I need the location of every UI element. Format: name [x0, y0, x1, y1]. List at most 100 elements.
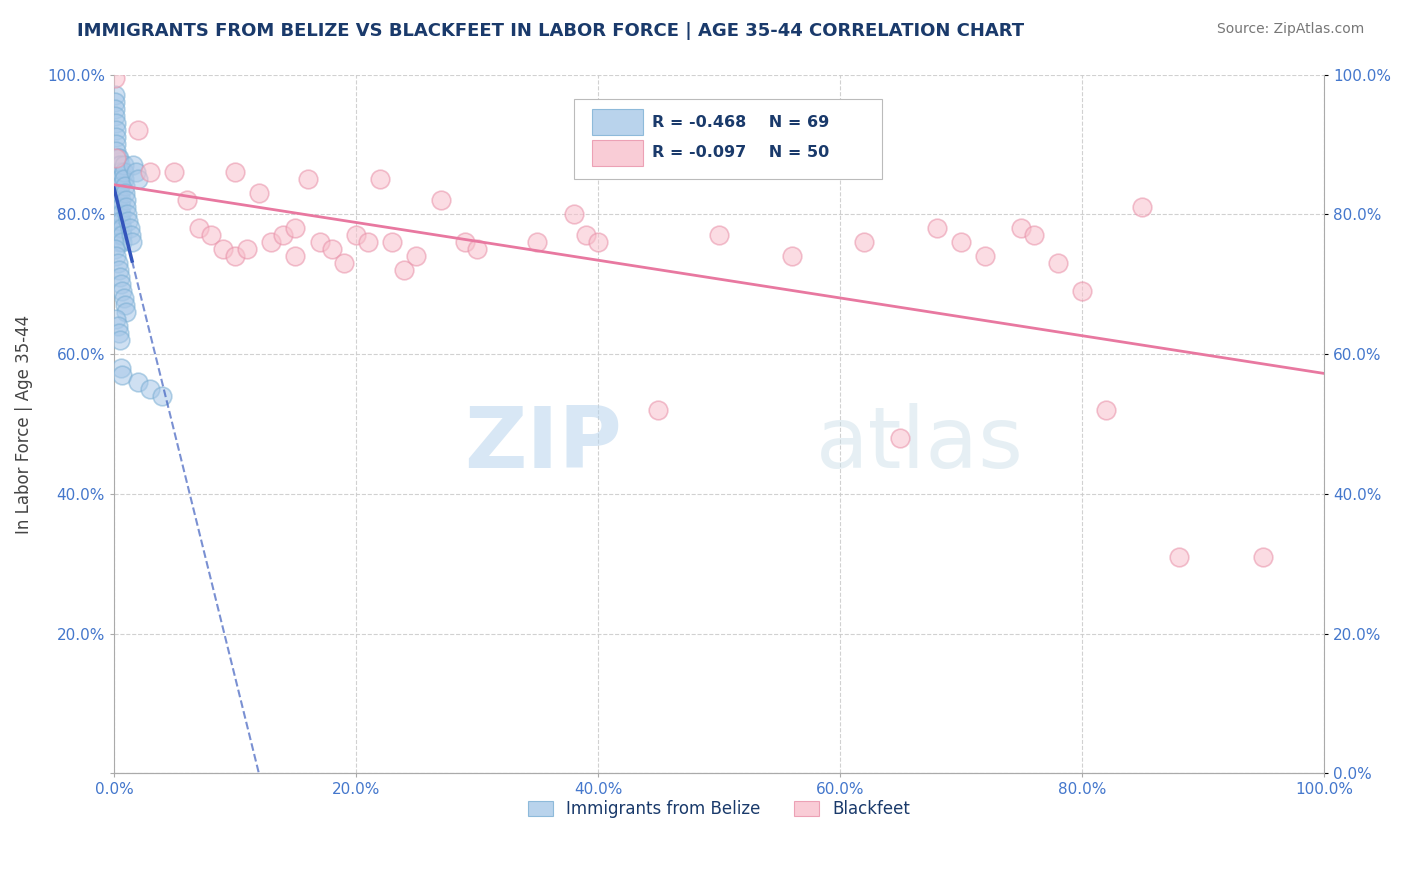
Point	[949, 235, 972, 250]
Point	[562, 207, 585, 221]
Point	[104, 70, 127, 85]
Point	[465, 242, 488, 256]
Point	[111, 235, 134, 250]
Point	[381, 235, 404, 250]
Point	[405, 249, 427, 263]
Point	[139, 382, 162, 396]
Point	[111, 221, 134, 235]
Point	[107, 263, 129, 277]
Point	[1132, 200, 1154, 214]
Text: atlas: atlas	[815, 403, 1024, 486]
Point	[105, 123, 128, 137]
Point	[107, 194, 129, 208]
Point	[104, 110, 127, 124]
Point	[224, 249, 246, 263]
Point	[647, 403, 669, 417]
Point	[150, 389, 173, 403]
Text: R = -0.468    N = 69: R = -0.468 N = 69	[652, 114, 830, 129]
Point	[112, 291, 135, 305]
Text: R = -0.097    N = 50: R = -0.097 N = 50	[652, 145, 830, 161]
Point	[111, 228, 134, 243]
Point	[105, 137, 128, 152]
Point	[108, 158, 131, 172]
Point	[110, 207, 132, 221]
Point	[1253, 549, 1275, 564]
Point	[429, 194, 451, 208]
Point	[108, 270, 131, 285]
Point	[112, 165, 135, 179]
Point	[284, 221, 307, 235]
FancyBboxPatch shape	[592, 110, 643, 136]
Point	[114, 186, 136, 201]
Point	[260, 235, 283, 250]
Point	[1022, 228, 1045, 243]
Point	[108, 172, 131, 186]
Point	[308, 235, 330, 250]
Point	[120, 228, 142, 243]
Point	[108, 333, 131, 347]
Point	[176, 194, 198, 208]
Point	[114, 298, 136, 312]
Point	[107, 152, 129, 166]
Point	[1071, 284, 1094, 298]
Point	[107, 214, 129, 228]
Point	[105, 145, 128, 159]
Point	[104, 103, 127, 117]
Point	[586, 235, 609, 250]
Point	[111, 284, 134, 298]
Point	[121, 235, 143, 250]
Point	[394, 263, 416, 277]
Point	[115, 305, 138, 319]
FancyBboxPatch shape	[574, 99, 883, 179]
Point	[236, 242, 259, 256]
Point	[526, 235, 548, 250]
Point	[925, 221, 948, 235]
Point	[104, 88, 127, 103]
Y-axis label: In Labor Force | Age 35-44: In Labor Force | Age 35-44	[15, 314, 32, 533]
Point	[454, 235, 477, 250]
Point	[107, 152, 129, 166]
Point	[344, 228, 367, 243]
Point	[107, 326, 129, 340]
Point	[107, 165, 129, 179]
Legend: Immigrants from Belize, Blackfeet: Immigrants from Belize, Blackfeet	[522, 793, 917, 824]
Point	[110, 361, 132, 376]
Point	[105, 152, 128, 166]
Point	[108, 165, 131, 179]
Point	[575, 228, 598, 243]
Point	[273, 228, 295, 243]
Point	[117, 214, 139, 228]
Point	[105, 130, 128, 145]
Point	[107, 256, 129, 270]
Point	[105, 249, 128, 263]
Point	[1046, 256, 1069, 270]
Point	[104, 242, 127, 256]
Point	[107, 158, 129, 172]
Point	[110, 214, 132, 228]
Point	[107, 200, 129, 214]
Point	[110, 200, 132, 214]
Point	[115, 207, 138, 221]
Point	[107, 186, 129, 201]
Point	[853, 235, 876, 250]
Point	[1010, 221, 1032, 235]
Point	[104, 95, 127, 110]
Text: ZIP: ZIP	[464, 403, 621, 486]
Point	[974, 249, 997, 263]
Point	[127, 375, 149, 389]
Point	[780, 249, 803, 263]
Point	[107, 172, 129, 186]
Point	[114, 179, 136, 194]
Point	[357, 235, 380, 250]
Point	[112, 172, 135, 186]
Point	[107, 221, 129, 235]
Point	[125, 165, 148, 179]
Point	[110, 194, 132, 208]
Point	[122, 158, 145, 172]
Point	[163, 165, 186, 179]
Point	[108, 179, 131, 194]
Point	[127, 123, 149, 137]
Point	[115, 194, 138, 208]
Point	[115, 200, 138, 214]
Point	[187, 221, 209, 235]
